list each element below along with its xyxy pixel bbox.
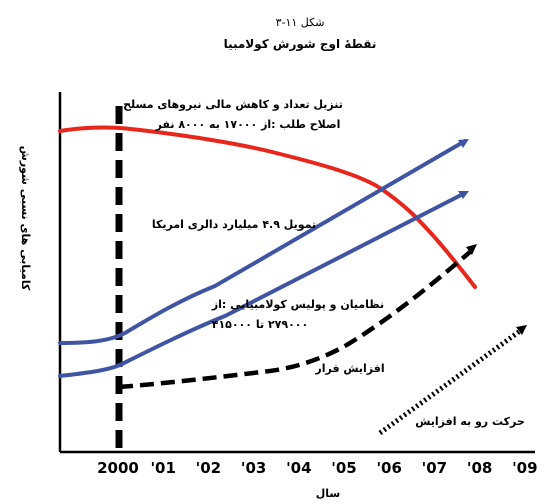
x-tick-label: '09 xyxy=(512,459,537,477)
black-dashed-rising-curve xyxy=(118,250,472,390)
x-tick-label: 2000 xyxy=(97,459,139,477)
dotted-rising-line xyxy=(378,328,522,436)
dotted-arrowhead xyxy=(516,325,527,335)
x-tick-label: '01 xyxy=(150,459,175,477)
blue-lower-arrowhead xyxy=(458,191,469,199)
us-funding-annotation: تمویل ۴.۹ میلیارد دالری امریکا xyxy=(152,218,316,231)
black-dashed-arrowhead xyxy=(466,244,477,255)
x-tick-label: '02 xyxy=(196,459,221,477)
x-tick-label: '03 xyxy=(241,459,266,477)
x-tick-label: '04 xyxy=(286,459,311,477)
army-decline-annotation-line2: اصلاح طلب :از ۱۷۰۰۰ به ۸۰۰۰ نفر xyxy=(155,118,341,131)
x-axis-label: سال xyxy=(316,487,341,500)
x-tick-labels: 2000 '01 '02 '03 '04 '05 '06 '07 '08 '09 xyxy=(97,459,537,477)
x-tick-label: '08 xyxy=(467,459,492,477)
y-axis-label: کامیابی های نسبی شورش xyxy=(19,146,32,291)
blue-upper-curve xyxy=(58,139,467,345)
rising-trend-annotation: حرکت رو به افزایش xyxy=(415,415,525,428)
x-tick-label: '05 xyxy=(331,459,356,477)
blue-upper-arrowhead xyxy=(458,139,469,148)
military-police-annotation-line1: نظامیان و پولیس کولامبیایی :از xyxy=(211,298,384,311)
army-decline-annotation-line1: تنزیل تعداد و کاهش مالی نیروهای مسلح xyxy=(123,98,343,111)
desertion-annotation: افزایش فرار xyxy=(314,362,384,375)
blue-lower-curve xyxy=(58,191,467,378)
x-tick-label: '06 xyxy=(376,459,401,477)
military-police-annotation-line2: ۲۷۹۰۰۰ تا ۴۱۵۰۰۰ xyxy=(212,318,309,331)
figure-title: نقطهٔ اوج شورش کولامبیا xyxy=(224,37,377,52)
x-tick-label: '07 xyxy=(422,459,447,477)
figure-number: شکل ۱۱-۳ xyxy=(276,16,325,29)
red-decline-curve xyxy=(58,125,477,289)
